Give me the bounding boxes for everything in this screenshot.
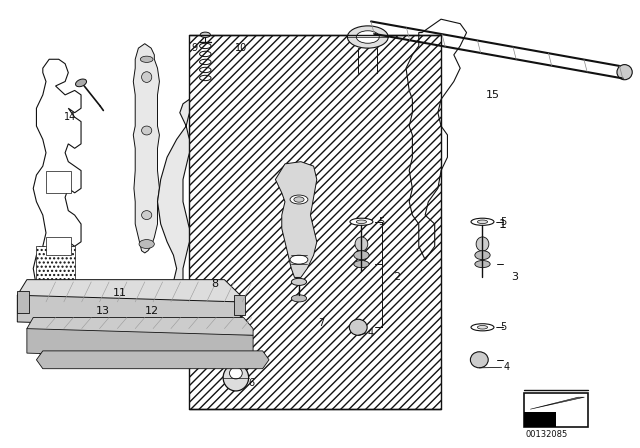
Ellipse shape bbox=[291, 295, 307, 302]
Ellipse shape bbox=[356, 220, 367, 224]
Ellipse shape bbox=[617, 65, 632, 80]
Polygon shape bbox=[275, 162, 317, 277]
Text: 4: 4 bbox=[368, 328, 374, 338]
Ellipse shape bbox=[477, 326, 488, 329]
Ellipse shape bbox=[141, 126, 152, 135]
Polygon shape bbox=[17, 295, 241, 329]
Bar bbox=[234, 295, 246, 315]
Text: 5: 5 bbox=[379, 217, 385, 227]
Polygon shape bbox=[157, 99, 189, 353]
Ellipse shape bbox=[290, 195, 308, 204]
Ellipse shape bbox=[471, 218, 494, 225]
Ellipse shape bbox=[294, 197, 304, 202]
Ellipse shape bbox=[200, 32, 211, 38]
Text: 7: 7 bbox=[318, 318, 324, 328]
Ellipse shape bbox=[350, 218, 373, 225]
Ellipse shape bbox=[140, 56, 153, 62]
Ellipse shape bbox=[291, 278, 307, 285]
Ellipse shape bbox=[475, 260, 490, 267]
Polygon shape bbox=[17, 280, 241, 302]
Ellipse shape bbox=[470, 352, 488, 368]
Text: 10: 10 bbox=[235, 43, 247, 53]
Ellipse shape bbox=[223, 364, 248, 391]
Polygon shape bbox=[27, 318, 253, 335]
Text: 5: 5 bbox=[500, 322, 507, 332]
Text: 12: 12 bbox=[145, 306, 159, 316]
Polygon shape bbox=[524, 412, 556, 426]
Text: 6: 6 bbox=[248, 379, 255, 388]
Ellipse shape bbox=[141, 211, 152, 220]
Ellipse shape bbox=[139, 240, 154, 249]
Text: 9: 9 bbox=[191, 43, 197, 53]
Text: 13: 13 bbox=[96, 306, 109, 316]
Bar bbox=[46, 237, 72, 255]
Ellipse shape bbox=[475, 251, 490, 260]
Polygon shape bbox=[27, 329, 253, 360]
Bar bbox=[17, 291, 29, 313]
Text: 15: 15 bbox=[486, 90, 500, 100]
Bar bbox=[36, 246, 75, 300]
Ellipse shape bbox=[471, 324, 494, 331]
Text: 5: 5 bbox=[500, 217, 507, 227]
Ellipse shape bbox=[348, 26, 388, 48]
Text: 1: 1 bbox=[499, 217, 506, 231]
Polygon shape bbox=[133, 44, 159, 253]
Ellipse shape bbox=[476, 237, 489, 251]
Ellipse shape bbox=[230, 367, 243, 379]
Text: 2: 2 bbox=[394, 272, 401, 282]
Ellipse shape bbox=[477, 220, 488, 224]
Bar bbox=[189, 35, 441, 409]
Ellipse shape bbox=[76, 79, 86, 87]
Ellipse shape bbox=[290, 255, 308, 264]
Bar bbox=[46, 171, 72, 193]
Text: 4: 4 bbox=[504, 362, 509, 372]
Text: 3: 3 bbox=[511, 272, 518, 282]
Text: 8: 8 bbox=[212, 279, 219, 289]
Ellipse shape bbox=[354, 251, 369, 260]
Text: 14: 14 bbox=[64, 112, 76, 122]
Polygon shape bbox=[531, 397, 584, 409]
Polygon shape bbox=[36, 351, 269, 369]
Ellipse shape bbox=[349, 319, 367, 335]
Ellipse shape bbox=[356, 31, 380, 43]
Text: 00132085: 00132085 bbox=[526, 430, 568, 439]
Ellipse shape bbox=[354, 260, 369, 267]
Bar bbox=[524, 393, 588, 426]
Text: 11: 11 bbox=[113, 288, 127, 298]
Ellipse shape bbox=[141, 72, 152, 82]
Ellipse shape bbox=[355, 237, 368, 251]
